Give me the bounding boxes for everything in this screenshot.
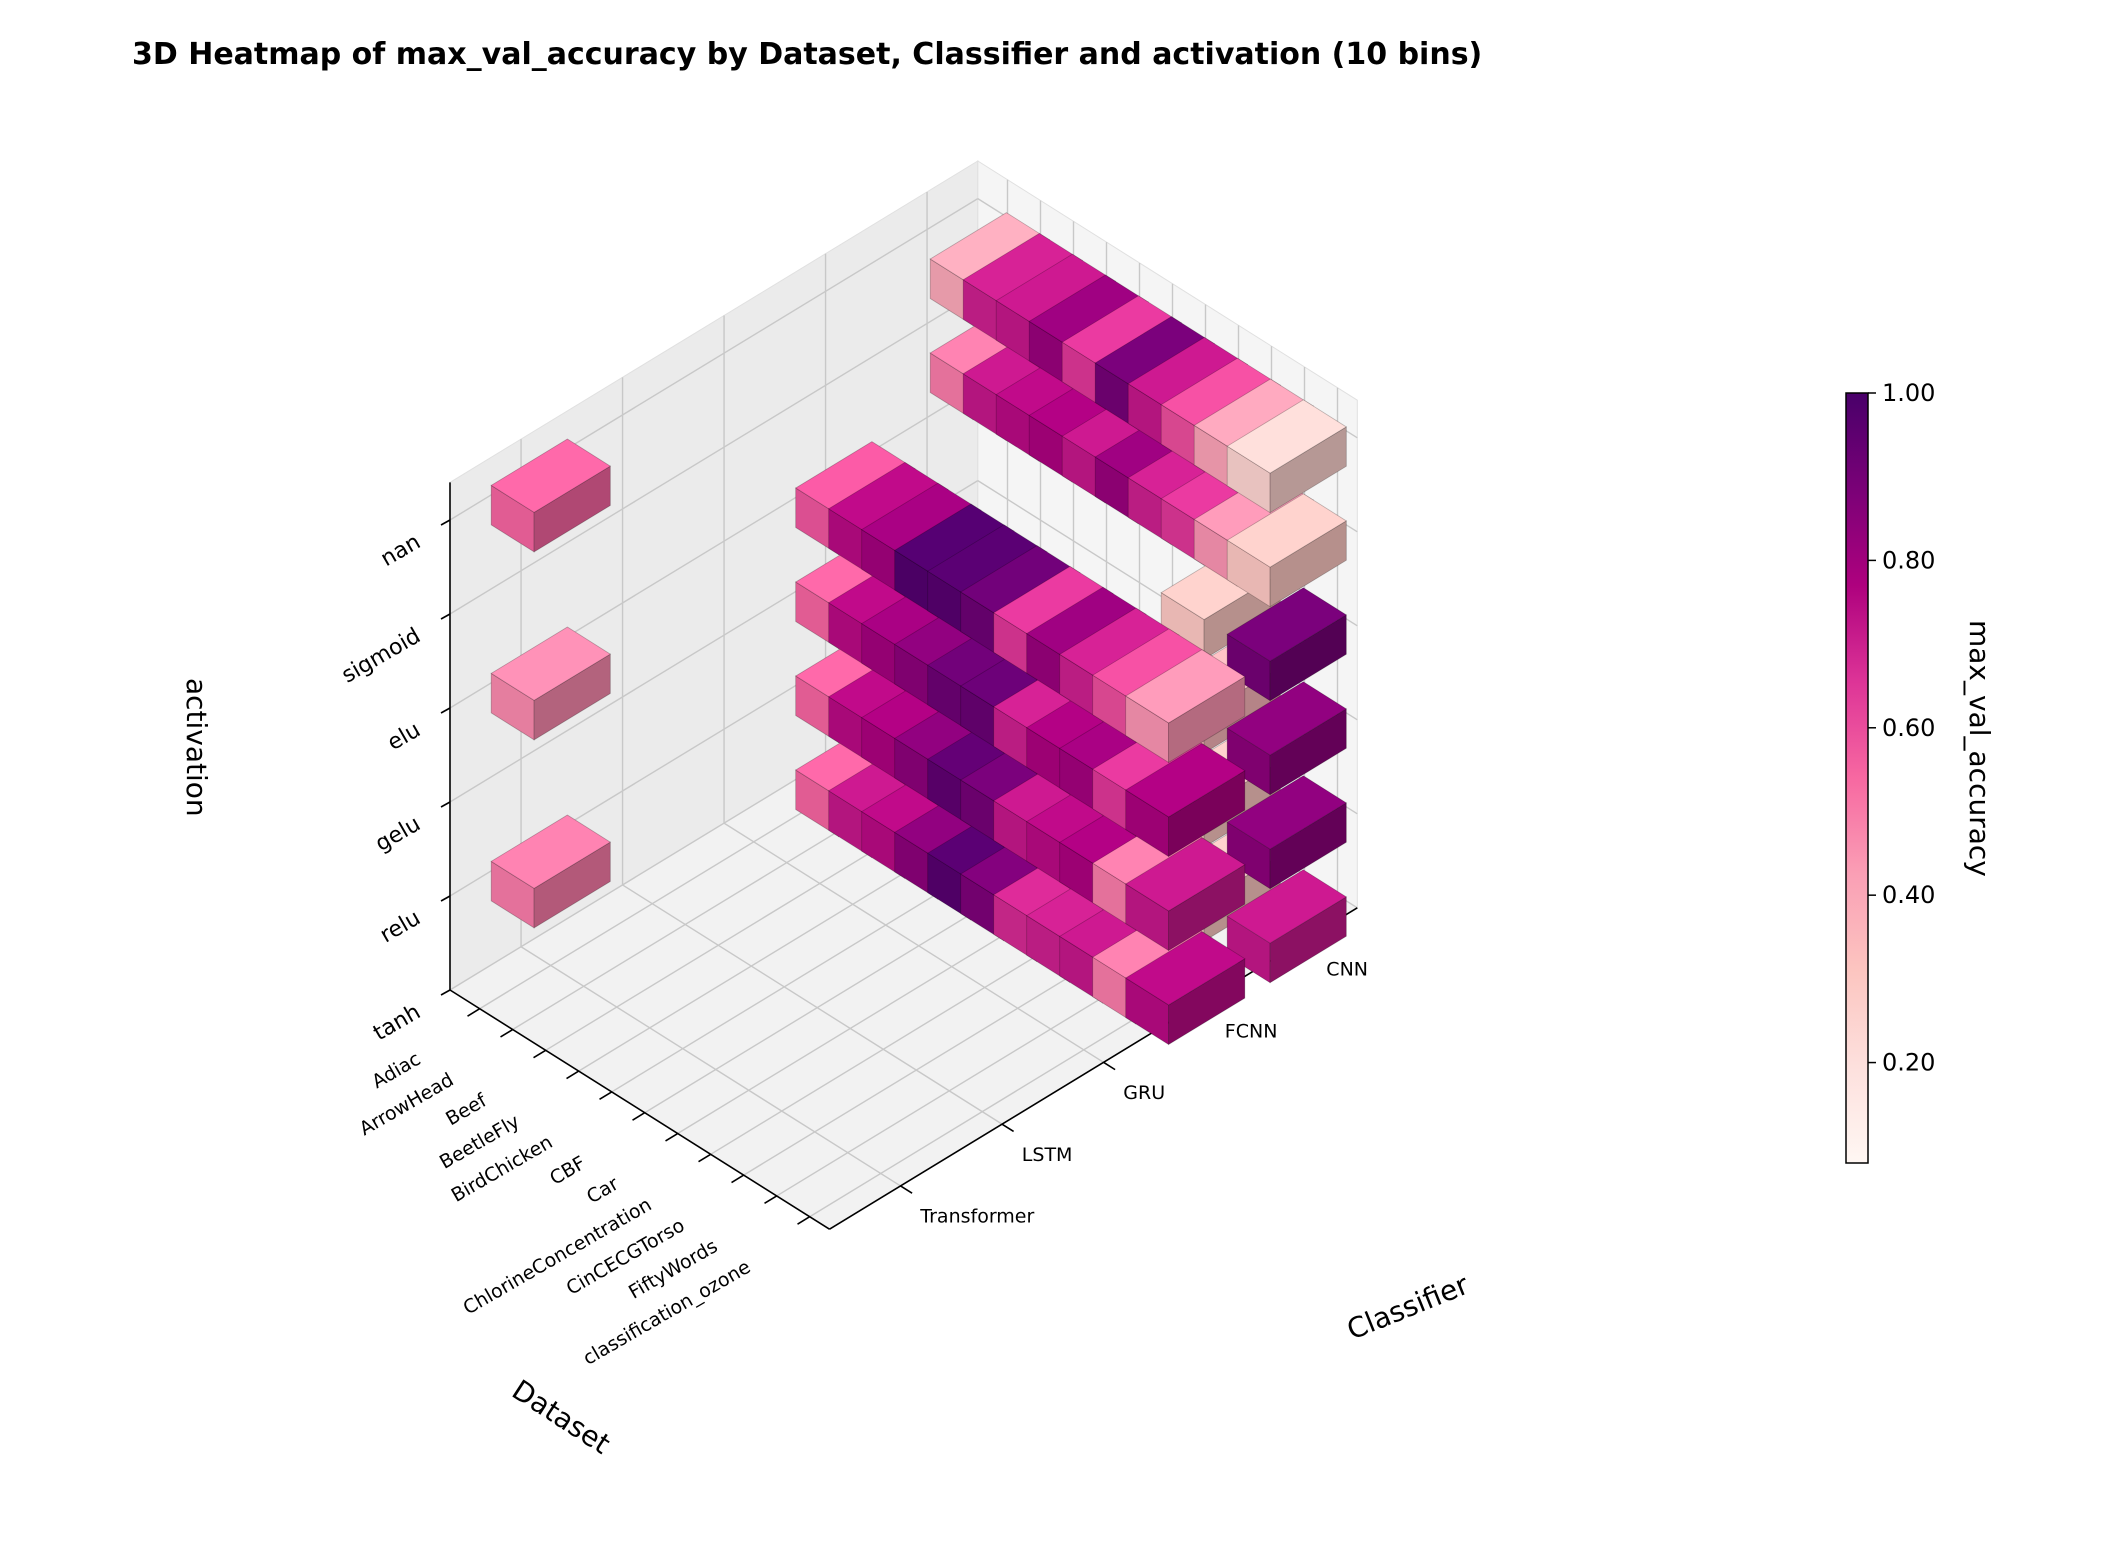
grid-line-y-floor [520, 946, 901, 1187]
y-axis-label: Classifier [1342, 1268, 1473, 1347]
colorbar-tick-label: 1.00 [1882, 379, 1935, 407]
z-tick [440, 895, 451, 902]
z-tick-label: elu [383, 718, 425, 756]
colorbar-tick-label: 0.40 [1882, 881, 1935, 909]
bar [1226, 775, 1348, 890]
colorbar-tick-label: 0.60 [1882, 714, 1935, 742]
x-tick [665, 1132, 679, 1142]
y-tick-label: LSTM [1022, 1144, 1073, 1166]
bar [1124, 743, 1246, 858]
colorbar-tick-label: 0.20 [1882, 1049, 1935, 1077]
z-tick-label: tanh [369, 1000, 425, 1047]
x-tick [599, 1091, 613, 1101]
colorbar-tick-label: 0.80 [1882, 546, 1935, 574]
x-tick [698, 1153, 712, 1163]
bar [1124, 649, 1246, 764]
x-tick [533, 1049, 547, 1059]
colorbar-ticks: 0.20 0.40 0.60 0.80 1.00 [1868, 379, 1935, 1077]
y-tick-label: GRU [1123, 1082, 1165, 1104]
x-axis-line [449, 989, 830, 1230]
bar [490, 438, 612, 553]
z-tick [440, 519, 451, 526]
grid-line-y-floor [723, 822, 1104, 1063]
z-tick-label: nan [377, 530, 425, 572]
z-tick-label: relu [376, 906, 425, 949]
x-tick-label: CBF [546, 1152, 589, 1190]
grid-line-y-floor [622, 884, 1003, 1125]
x-tick-label: Beef [442, 1089, 491, 1130]
bar [490, 814, 612, 929]
colorbar-gradient [1845, 392, 1869, 1164]
z-tick [440, 707, 451, 714]
y-tick [1001, 1123, 1015, 1133]
x-tick [467, 1008, 481, 1017]
y-tick-label: Transformer [919, 1206, 1034, 1228]
bar [1226, 493, 1348, 608]
bar [1226, 869, 1348, 984]
bar [1226, 587, 1348, 702]
y-tick-label: CNN [1326, 959, 1368, 981]
colorbar-label: max_val_accuracy [1963, 620, 1996, 877]
z-tick-label: gelu [371, 812, 425, 857]
grid-line-z-left [449, 292, 979, 615]
bars [490, 212, 1348, 1046]
z-tick [440, 989, 451, 996]
y-tick [1103, 1061, 1116, 1071]
z-tick-label: sigmoid [338, 624, 425, 689]
bar [1124, 931, 1246, 1046]
x-tick [731, 1174, 745, 1184]
x-tick-label: Car [583, 1173, 623, 1209]
z-axis-label: activation [180, 678, 213, 817]
bar [490, 626, 612, 741]
bar [1124, 837, 1246, 952]
y-tick [900, 1185, 913, 1194]
bar [1226, 399, 1348, 514]
x-tick [566, 1070, 580, 1080]
x-axis-label: Dataset [506, 1373, 616, 1460]
x-tick [764, 1195, 778, 1205]
y-tick-label: FCNN [1225, 1020, 1278, 1042]
z-tick [440, 613, 451, 620]
x-tick [500, 1028, 514, 1038]
chart-title: 3D Heatmap of max_val_accuracy by Datase… [132, 37, 1482, 72]
bar [1226, 681, 1348, 796]
x-tick [632, 1112, 646, 1121]
colorbar: 0.20 0.40 0.60 0.80 1.00 max_val_accuracy [1845, 379, 1996, 1164]
z-tick [440, 801, 451, 808]
x-tick [797, 1216, 811, 1225]
